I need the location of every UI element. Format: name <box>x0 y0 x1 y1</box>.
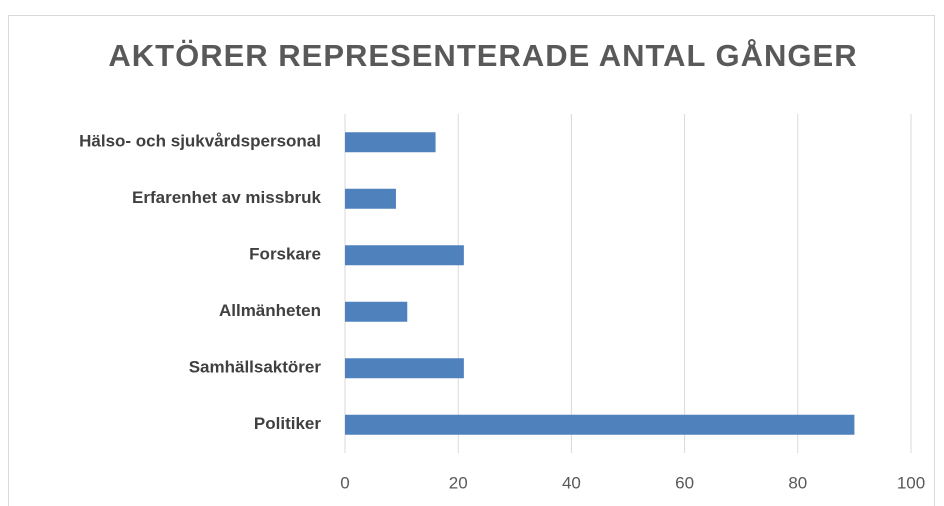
y-tick-label: Forskare <box>249 245 321 264</box>
bar <box>345 245 464 266</box>
chart-title: AKTÖRER REPRESENTERADE ANTAL GÅNGER <box>108 38 857 73</box>
x-tick-label: 100 <box>897 473 925 492</box>
bar <box>345 188 396 209</box>
x-tick-label: 80 <box>788 473 807 492</box>
chart-frame <box>8 15 935 506</box>
bar <box>345 301 408 322</box>
x-tick-label: 0 <box>340 473 349 492</box>
y-tick-label: Allmänheten <box>219 301 321 320</box>
bar <box>345 132 436 153</box>
y-tick-label: Hälso- och sjukvårdspersonal <box>79 132 321 151</box>
x-tick-label: 40 <box>562 473 581 492</box>
x-tick-label: 20 <box>449 473 468 492</box>
y-tick-label: Erfarenhet av missbruk <box>132 188 322 207</box>
bar <box>345 358 464 379</box>
y-tick-label: Politiker <box>254 414 321 433</box>
y-tick-label: Samhällsaktörer <box>189 358 322 377</box>
bar <box>345 414 855 435</box>
x-tick-label: 60 <box>675 473 694 492</box>
